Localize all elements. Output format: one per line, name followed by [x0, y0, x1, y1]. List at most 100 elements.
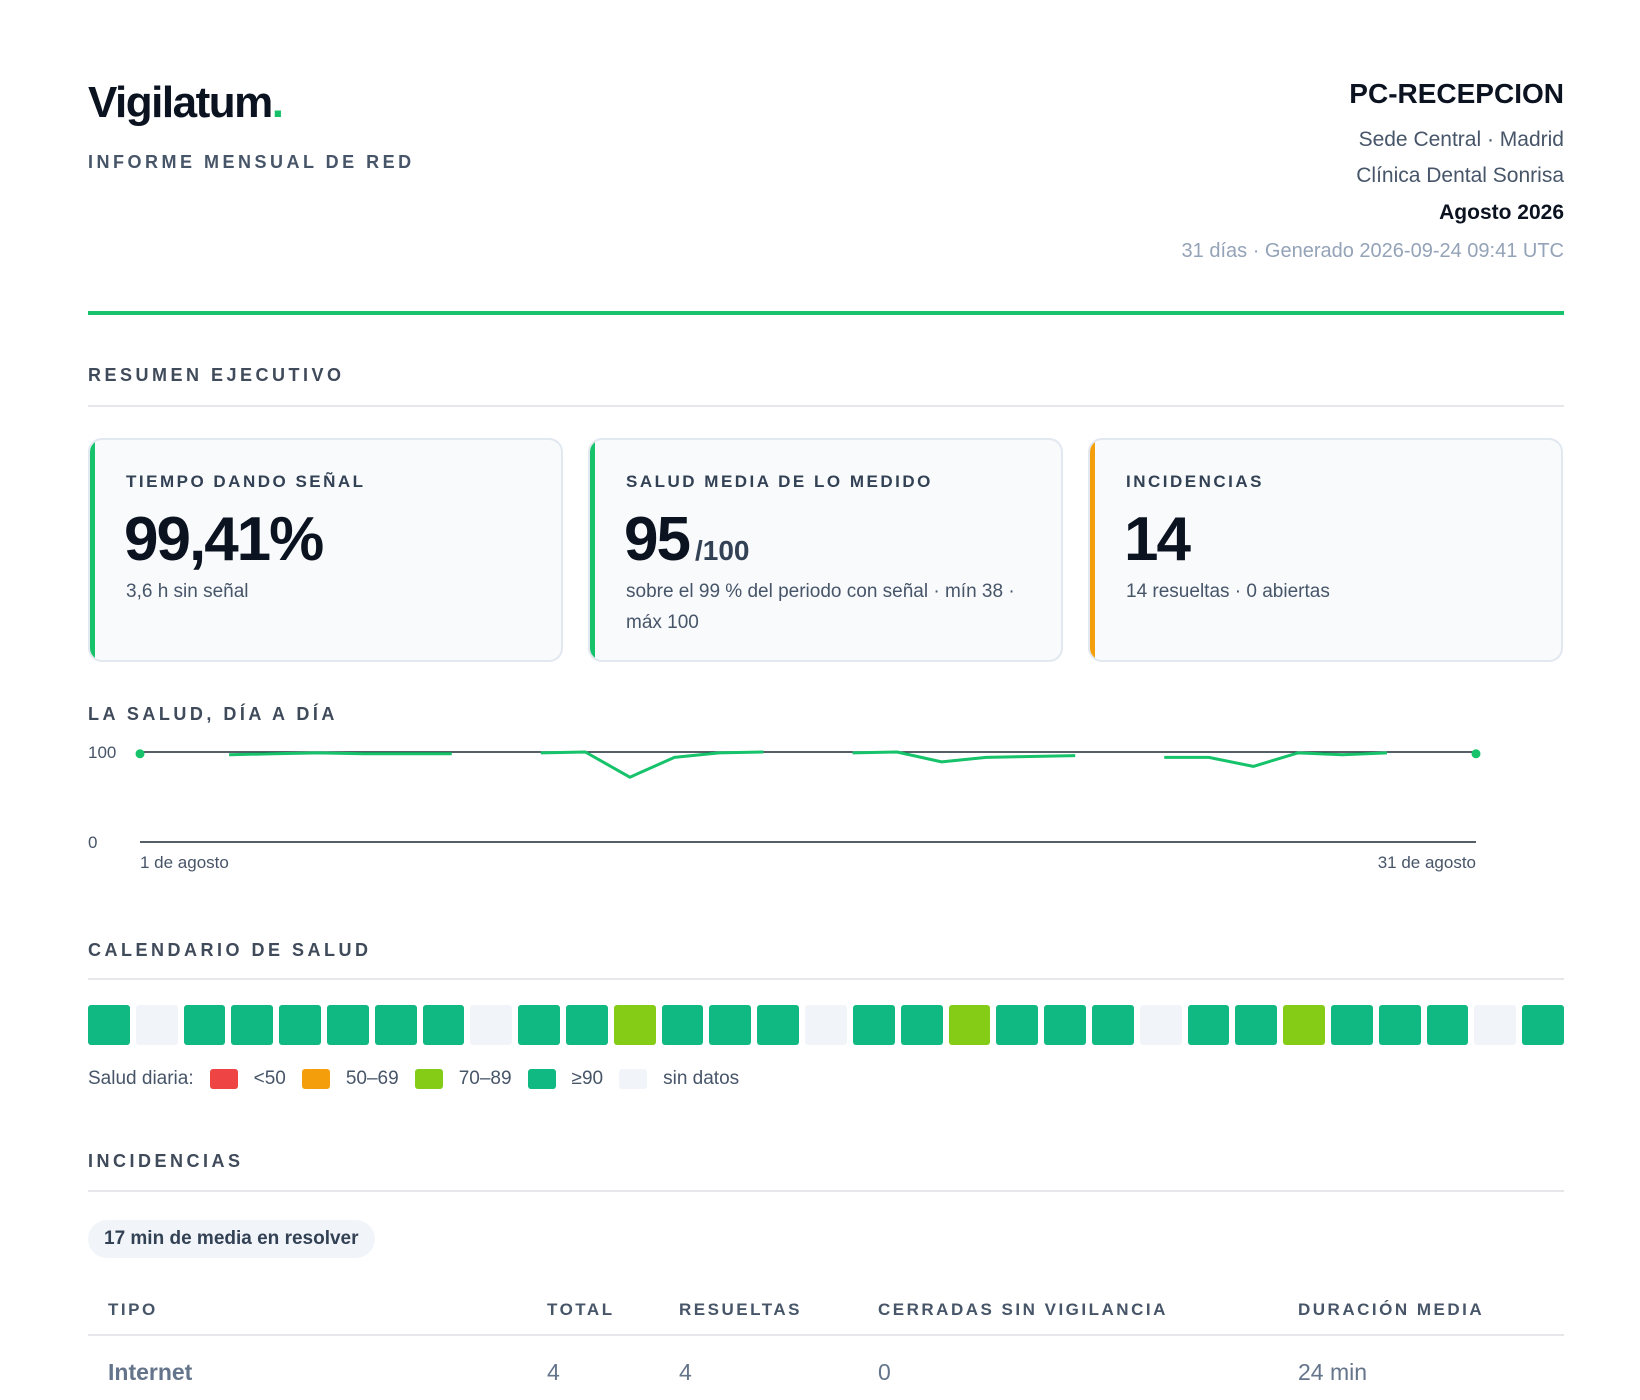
legend-label: sin datos [663, 1068, 740, 1089]
kpi-label: SALUD MEDIA DE LO MEDIDO [626, 472, 933, 491]
generated-info: 31 días · Generado 2026-09-24 09:41 UTC [1181, 240, 1564, 262]
calendar-day [566, 1005, 608, 1045]
incidents-divider [88, 1190, 1564, 1192]
calendar-day [1044, 1005, 1086, 1045]
health-series-line [1164, 751, 1387, 768]
cell-total: 4 [547, 1359, 560, 1385]
calendar-day [1235, 1005, 1278, 1045]
incidents-title: INCIDENCIAS [88, 1151, 244, 1171]
kpi-value: 95/100 [624, 504, 749, 575]
summary-title: RESUMEN EJECUTIVO [88, 365, 345, 385]
col-header-total: TOTAL [547, 1300, 615, 1319]
legend-swatch [209, 1069, 238, 1089]
avg-resolution-pill: 17 min de media en resolver [88, 1220, 375, 1258]
calendar-day [422, 1005, 465, 1045]
calendar-day [518, 1005, 561, 1045]
header-divider [88, 311, 1564, 315]
col-header-type: TIPO [108, 1300, 158, 1319]
calendar-day [805, 1005, 847, 1045]
site-name: Sede Central · Madrid [1358, 128, 1564, 151]
x-end-label: 31 de agosto [1378, 853, 1476, 872]
calendar-day [1522, 1005, 1564, 1045]
cell-resolved: 4 [679, 1359, 692, 1385]
calendar-day [374, 1005, 417, 1045]
legend-label: <50 [253, 1068, 286, 1089]
calendar-day [757, 1005, 800, 1045]
calendar-day [996, 1005, 1039, 1045]
calendar-day [1426, 1005, 1469, 1045]
kpi-note: 3,6 h sin señal [126, 581, 249, 602]
report-period: Agosto 2026 [1439, 201, 1564, 224]
calendar-day [327, 1005, 369, 1045]
kpi-unit: /100 [694, 535, 750, 566]
calendar-day [1139, 1005, 1182, 1045]
kpi-card-incidents: INCIDENCIAS 14 14 resueltas · 0 abiertas [1088, 438, 1563, 662]
legend-swatch [527, 1069, 556, 1089]
cell-closed-unattended: 0 [878, 1359, 891, 1385]
calendar-day [1187, 1005, 1230, 1045]
kpi-card-health: SALUD MEDIA DE LO MEDIDO 95/100 sobre el… [588, 438, 1063, 662]
card-accent [590, 440, 595, 660]
report-meta: PC-RECEPCION Sede Central · Madrid Clíni… [1182, 76, 1564, 270]
table-row: Internet 4 4 0 24 min [88, 1352, 1564, 1392]
report-subtitle: INFORME MENSUAL DE RED [88, 152, 415, 172]
kpi-note: sobre el 99 % del periodo con señal · mí… [626, 581, 1015, 633]
legend-label: 50–69 [345, 1068, 399, 1089]
incidents-table-header: TIPO TOTAL RESUELTAS CERRADAS SIN VIGILA… [88, 1290, 1564, 1330]
daily-chart-title: LA SALUD, DÍA A DÍA [88, 704, 338, 724]
calendar-title: CALENDARIO DE SALUD [88, 940, 372, 960]
calendar-divider [88, 978, 1564, 980]
legend-swatch [414, 1069, 443, 1089]
table-header-divider [88, 1334, 1564, 1336]
kpi-value: 14 [1124, 504, 1195, 575]
health-calendar [88, 1005, 1564, 1045]
kpi-label: INCIDENCIAS [1126, 472, 1265, 491]
calendar-day [900, 1005, 943, 1045]
health-series-line [540, 750, 764, 779]
calendar-day [1474, 1005, 1517, 1045]
col-header-resolved: RESUELTAS [679, 1300, 802, 1319]
calendar-legend: Salud diaria: <50 50–69 70–89 ≥90 sin datos [88, 1068, 739, 1090]
brand-name: Vigilatum [88, 78, 273, 127]
daily-health-chart: 100 0 1 de agosto 31 de agosto [88, 743, 1481, 872]
health-point [135, 749, 145, 759]
calendar-day [470, 1005, 513, 1045]
kpi-note: 14 resueltas · 0 abiertas [1126, 581, 1330, 602]
calendar-day [1091, 1005, 1134, 1045]
y-max-label: 100 [88, 743, 116, 762]
legend-label: ≥90 [571, 1068, 604, 1089]
calendar-day [948, 1005, 991, 1045]
kpi-number: 99,41% [124, 505, 324, 574]
legend-swatch [301, 1069, 330, 1089]
calendar-day [1330, 1005, 1373, 1045]
calendar-day [613, 1005, 656, 1045]
kpi-number: 95 [624, 505, 691, 574]
calendar-day [1378, 1005, 1421, 1045]
client-name: Clínica Dental Sonrisa [1356, 164, 1564, 187]
kpi-number: 14 [1124, 505, 1191, 574]
card-accent [1090, 440, 1095, 660]
calendar-day [852, 1005, 895, 1045]
y-min-label: 0 [88, 833, 97, 852]
brand-dot: . [271, 78, 284, 127]
health-series-line [229, 751, 452, 757]
cell-type: Internet [108, 1359, 193, 1385]
x-start-label: 1 de agosto [140, 853, 229, 872]
health-series-line [852, 750, 1076, 764]
legend-swatch [619, 1069, 648, 1089]
brand-logo: Vigilatum. [88, 78, 284, 128]
calendar-day [1283, 1005, 1325, 1045]
kpi-label: TIEMPO DANDO SEÑAL [126, 472, 366, 491]
calendar-day [661, 1005, 704, 1045]
legend-label: 70–89 [458, 1068, 512, 1089]
card-accent [90, 440, 95, 660]
calendar-day [279, 1005, 322, 1045]
col-header-closed-unattended: CERRADAS SIN VIGILANCIA [878, 1300, 1168, 1319]
calendar-day [88, 1005, 130, 1045]
calendar-day [135, 1005, 178, 1045]
col-header-avg-duration: DURACIÓN MEDIA [1298, 1300, 1485, 1319]
calendar-day [183, 1005, 226, 1045]
host-name: PC-RECEPCION [1349, 78, 1564, 109]
calendar-day [709, 1005, 752, 1045]
calendar-day [231, 1005, 274, 1045]
